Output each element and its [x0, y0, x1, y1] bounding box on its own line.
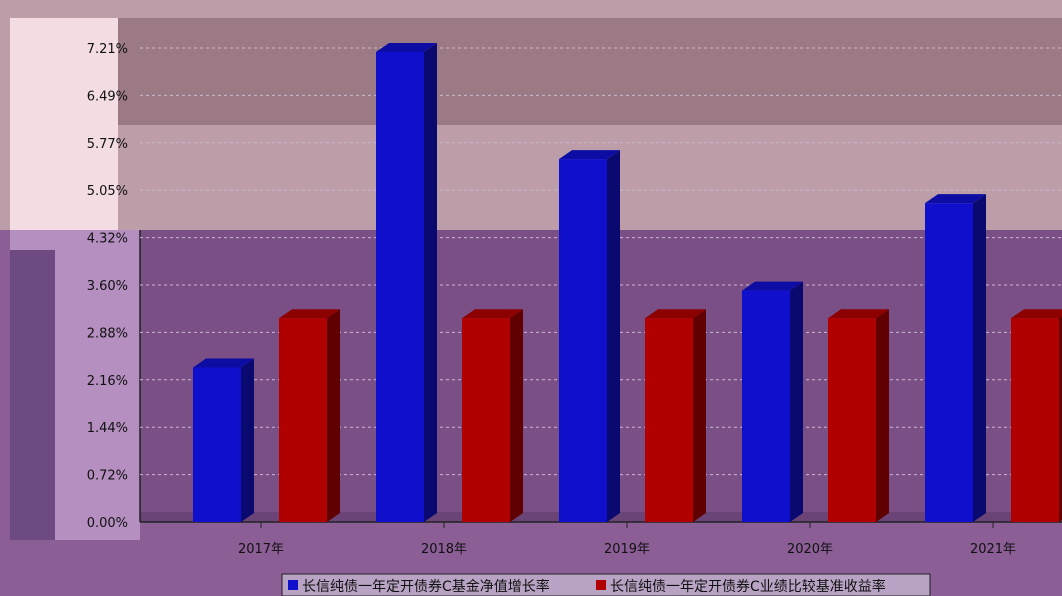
bar-benchmark: [645, 309, 706, 522]
bar-net-value-top: [193, 358, 254, 368]
x-tick-label: 2017年: [238, 542, 284, 557]
y-tick-label: 3.60%: [87, 279, 128, 294]
upper-band-dark: [118, 18, 1062, 125]
bar-net-value-front: [376, 51, 424, 523]
legend-swatch-net-value: [288, 580, 298, 590]
bar-net-value: [193, 358, 254, 522]
bar-benchmark-side: [693, 309, 706, 522]
y-tick-label: 4.32%: [87, 232, 128, 247]
bar-net-value: [742, 281, 803, 522]
y-axis-ticks: 0.00% 0.72% 1.44% 2.16% 2.88% 3.60% 4.32% 5.05%…: [87, 42, 128, 531]
bar-net-value-side: [607, 150, 620, 523]
y-tick-label: 0.72%: [87, 469, 128, 484]
bar-benchmark-side: [510, 309, 523, 522]
gridlines: [140, 47, 1062, 476]
bar-benchmark-side: [876, 309, 889, 522]
bar-benchmark-top: [1011, 309, 1062, 319]
bar-net-value-front: [193, 367, 241, 522]
y-tick-label: 5.77%: [87, 137, 128, 152]
bar-benchmark: [279, 309, 340, 522]
bar-net-value-front: [742, 290, 790, 522]
bar-benchmark-front: [462, 318, 510, 522]
bar-benchmark-front: [828, 318, 876, 522]
bar-net-value-side: [973, 194, 986, 522]
bar-net-value-side: [790, 281, 803, 522]
bar-net-value-top: [742, 281, 803, 291]
bar-net-value-side: [241, 358, 254, 522]
bar-net-value-front: [559, 159, 607, 523]
bar-benchmark-top: [645, 309, 706, 319]
bar-benchmark-side: [1059, 316, 1062, 522]
y-tick-label: 1.44%: [87, 421, 128, 436]
bar-net-value: [559, 150, 620, 523]
y-tick-label: 5.05%: [87, 184, 128, 199]
y-tick-label: 2.88%: [87, 326, 128, 341]
x-tick-label: 2019年: [604, 542, 650, 557]
bar-net-value-side: [424, 42, 437, 523]
bars: [193, 42, 1062, 523]
x-axis-ticks: 2017年 2018年 2019年 2020年 2021年: [238, 522, 1016, 557]
y-tick-label: 0.00%: [87, 516, 128, 531]
bar-net-value-top: [925, 194, 986, 204]
bar-benchmark-top: [279, 309, 340, 319]
legend: 长信纯债一年定开债券C基金净值增长率 长信纯债一年定开债券C业绩比较基准收益率: [281, 573, 931, 596]
bar-benchmark-front: [279, 318, 327, 522]
bar-benchmark: [462, 309, 523, 522]
side-strip: [10, 250, 55, 540]
legend-label-benchmark: 长信纯债一年定开债券C业绩比较基准收益率: [610, 578, 886, 595]
x-tick-label: 2020年: [787, 542, 833, 557]
x-tick-label: 2021年: [970, 542, 1016, 557]
legend-label-net-value: 长信纯债一年定开债券C基金净值增长率: [302, 578, 550, 595]
y-tick-label: 7.21%: [87, 42, 128, 57]
bar-net-value-front: [925, 203, 973, 522]
y-tick-label: 6.49%: [87, 89, 128, 104]
bar-benchmark-top: [828, 309, 889, 319]
bar-net-value: [376, 42, 437, 523]
bar-benchmark-top: [462, 309, 523, 319]
bar-net-value-top: [559, 150, 620, 160]
bar-net-value-top: [376, 42, 437, 52]
x-tick-label: 2018年: [421, 542, 467, 557]
bar-benchmark: [1011, 309, 1062, 522]
bar-net-value: [925, 194, 986, 522]
bar-benchmark-side: [327, 309, 340, 522]
y-tick-label: 2.16%: [87, 374, 128, 389]
bar-benchmark: [828, 309, 889, 522]
bar-benchmark-front: [645, 318, 693, 522]
legend-swatch-benchmark: [596, 580, 606, 590]
bar-benchmark-front: [1011, 318, 1059, 522]
axis-panel-top: [10, 18, 118, 230]
